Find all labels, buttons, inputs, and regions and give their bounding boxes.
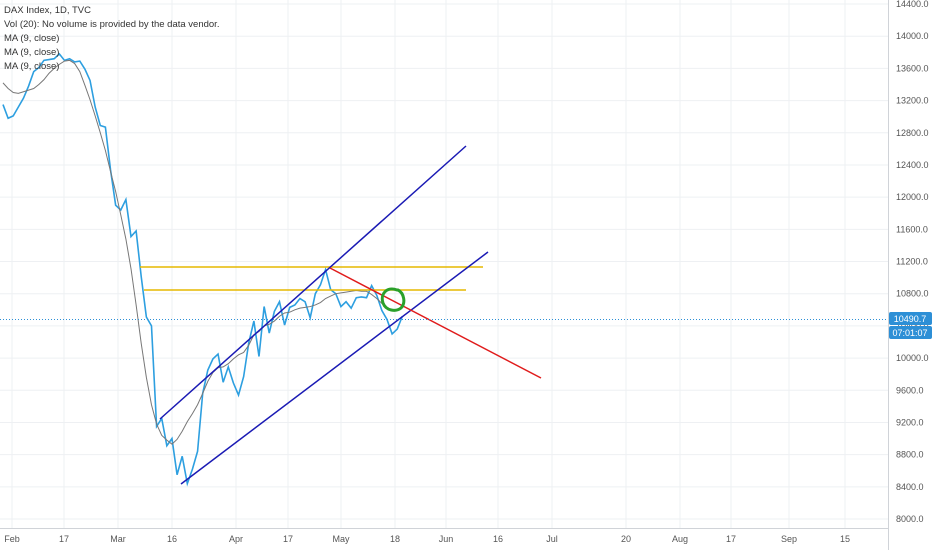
y-tick-label: 9200.0 — [896, 417, 924, 427]
x-tick-label: 20 — [621, 534, 631, 544]
x-tick-label: Aug — [672, 534, 688, 544]
y-tick-label: 14400.0 — [896, 0, 929, 9]
y-tick-label: 13200.0 — [896, 96, 929, 106]
x-tick-label: 17 — [726, 534, 736, 544]
y-tick-label: 14000.0 — [896, 31, 929, 41]
legend-ma-1[interactable]: MA (9, close) — [4, 33, 60, 44]
price-axis[interactable]: 8000.0 8400.0 8800.0 9200.0 9600.0 10000.0 104… — [896, 0, 929, 524]
y-tick-label: 8000.0 — [896, 514, 924, 524]
y-tick-label: 11600.0 — [896, 224, 928, 234]
x-tick-label: Sep — [781, 534, 797, 544]
y-tick-label: 12800.0 — [896, 128, 929, 138]
trendlines-layer[interactable] — [140, 145, 542, 485]
y-tick-label: 12000.0 — [896, 192, 929, 202]
chart-legend: DAX Index, 1D, TVC Vol (20): No volume i… — [4, 4, 219, 74]
channel-upper-line[interactable] — [159, 145, 467, 420]
moving-average-line — [2, 59, 388, 445]
x-tick-label: 17 — [283, 534, 293, 544]
legend-title[interactable]: DAX Index, 1D, TVC — [4, 5, 91, 16]
x-tick-label: Jul — [546, 534, 558, 544]
y-tick-label: 8400.0 — [896, 482, 924, 492]
y-tick-label: 10800.0 — [896, 289, 929, 299]
time-axis[interactable]: Feb 17 Mar 16 Apr 17 May 18 Jun 16 Jul 20 Aug 17 Sep 15 — [4, 534, 850, 544]
price-badge: 10490.7 07:01:07 — [889, 312, 932, 339]
y-tick-label: 12400.0 — [896, 160, 929, 170]
x-tick-label: 18 — [390, 534, 400, 544]
y-tick-label: 8800.0 — [896, 450, 924, 460]
legend-volume[interactable]: Vol (20): No volume is provided by the d… — [4, 19, 220, 30]
y-tick-label: 9600.0 — [896, 385, 924, 395]
dax-price-line — [2, 52, 404, 487]
x-tick-label: Mar — [110, 534, 126, 544]
price-badge-countdown: 07:01:07 — [892, 328, 927, 338]
legend-ma-3[interactable]: MA (9, close) — [4, 61, 60, 72]
chart-grid — [0, 0, 888, 528]
x-tick-label: 16 — [493, 534, 503, 544]
x-tick-label: May — [332, 534, 350, 544]
y-tick-label: 11200.0 — [896, 257, 928, 267]
y-tick-label: 10000.0 — [896, 353, 929, 363]
x-tick-label: 16 — [167, 534, 177, 544]
x-tick-label: Apr — [229, 534, 243, 544]
x-tick-label: 15 — [840, 534, 850, 544]
breakout-circle[interactable] — [380, 287, 406, 312]
x-tick-label: Jun — [439, 534, 454, 544]
downtrend-line[interactable] — [329, 267, 542, 379]
y-tick-label: 10400.0 — [896, 321, 929, 331]
x-tick-label: 17 — [59, 534, 69, 544]
series-layer — [2, 52, 404, 487]
legend-ma-2[interactable]: MA (9, close) — [4, 47, 60, 58]
price-badge-value: 10490.7 — [894, 314, 927, 324]
y-tick-label: 13600.0 — [896, 63, 929, 73]
x-tick-label: Feb — [4, 534, 20, 544]
channel-lower-line[interactable] — [180, 251, 489, 485]
